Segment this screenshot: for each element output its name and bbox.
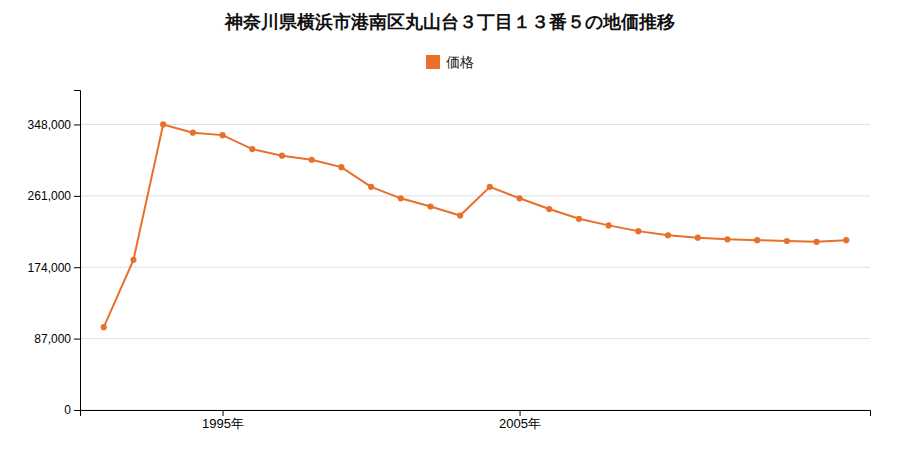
point — [606, 222, 612, 228]
y-tick: 174,000 — [28, 261, 80, 275]
x-tick-mark — [520, 410, 521, 416]
point — [754, 237, 760, 243]
point — [576, 216, 582, 222]
point — [843, 237, 849, 243]
y-tick-label: 0 — [64, 403, 71, 417]
grid — [80, 124, 870, 410]
y-tick-label: 87,000 — [34, 332, 71, 346]
point — [338, 164, 344, 170]
y-tick: 348,000 — [28, 118, 80, 132]
point — [516, 195, 522, 201]
y-tick: 261,000 — [28, 189, 80, 203]
point — [427, 203, 433, 209]
grid-line — [80, 195, 870, 196]
point — [813, 239, 819, 245]
point — [546, 206, 552, 212]
point — [368, 184, 374, 190]
point — [101, 324, 107, 330]
point — [784, 238, 790, 244]
x-tick: 2005年 — [499, 410, 541, 431]
point — [160, 121, 166, 127]
chart: 神奈川県横浜市港南区丸山台３丁目１３番５の地価推移 1995年 2005年 0 87,0… — [0, 0, 900, 450]
y-tick: 0 — [64, 403, 80, 417]
x-axis: 1995年 2005年 — [81, 410, 871, 431]
point — [130, 257, 136, 263]
y-axis-line — [74, 91, 81, 411]
point — [398, 195, 404, 201]
y-tick-label: 348,000 — [28, 118, 72, 132]
legend: 価格 — [426, 54, 474, 70]
point — [219, 132, 225, 138]
grid-line — [80, 124, 870, 125]
x-tick-label: 2005年 — [499, 416, 541, 431]
y-tick-label: 261,000 — [28, 189, 72, 203]
legend-label: 価格 — [446, 54, 474, 70]
point — [695, 235, 701, 241]
line — [104, 124, 846, 327]
point — [309, 157, 315, 163]
title: 神奈川県横浜市港南区丸山台３丁目１３番５の地価推移 — [224, 11, 675, 32]
y-axis: 0 87,000 174,000 261,000 348,000 — [28, 91, 81, 418]
y-tick-label: 174,000 — [28, 261, 72, 275]
point — [665, 232, 671, 238]
grid-line — [80, 267, 870, 268]
point — [279, 153, 285, 159]
x-axis-line — [81, 411, 871, 417]
y-tick-mark — [74, 339, 80, 340]
point — [724, 236, 730, 242]
y-tick-mark — [74, 410, 80, 411]
point — [249, 146, 255, 152]
y-tick: 87,000 — [34, 332, 80, 346]
point — [190, 130, 196, 136]
point — [487, 184, 493, 190]
y-tick-mark — [74, 267, 80, 268]
marks — [101, 121, 850, 330]
x-tick-label: 1995年 — [202, 416, 244, 431]
point — [457, 212, 463, 218]
y-tick-mark — [74, 124, 80, 125]
x-tick: 1995年 — [202, 410, 244, 431]
x-tick-mark — [223, 410, 224, 416]
y-tick-mark — [74, 196, 80, 197]
legend-swatch — [426, 55, 440, 69]
grid-line — [80, 338, 870, 339]
plot: 1995年 2005年 0 87,000 174,000 261,000 348,000 — [28, 91, 871, 432]
legend-item: 価格 — [426, 54, 474, 70]
point — [635, 228, 641, 234]
